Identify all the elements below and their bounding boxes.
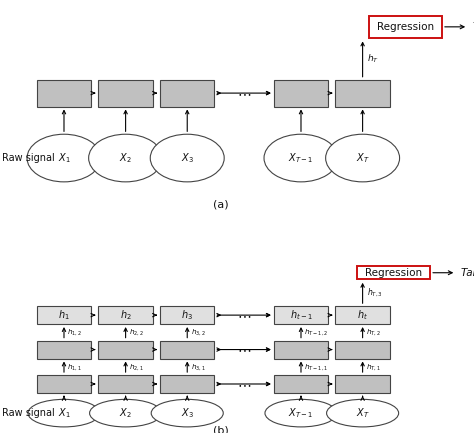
- Bar: [160, 340, 215, 359]
- Text: (b): (b): [212, 426, 228, 433]
- Text: $X_1$: $X_1$: [58, 406, 70, 420]
- Text: $h_3$: $h_3$: [181, 308, 193, 322]
- Text: Raw signal: Raw signal: [2, 153, 55, 163]
- Bar: [99, 340, 153, 359]
- Bar: [357, 266, 430, 279]
- Text: $X_T$: $X_T$: [356, 406, 369, 420]
- Ellipse shape: [326, 134, 400, 182]
- Text: $h_{T,2}$: $h_{T,2}$: [366, 327, 381, 337]
- Text: Target y: Target y: [461, 268, 474, 278]
- Text: $h_1$: $h_1$: [58, 308, 70, 322]
- Text: Target y: Target y: [473, 22, 474, 32]
- Bar: [37, 340, 91, 359]
- Bar: [336, 306, 390, 324]
- Text: $X_3$: $X_3$: [181, 406, 194, 420]
- Ellipse shape: [28, 399, 100, 427]
- Text: Raw signal: Raw signal: [2, 408, 55, 418]
- Bar: [160, 80, 215, 107]
- Bar: [99, 306, 153, 324]
- Text: $h_T$: $h_T$: [367, 52, 379, 65]
- Text: $h_{T,3}$: $h_{T,3}$: [367, 287, 383, 299]
- Text: $\cdots$: $\cdots$: [237, 308, 251, 322]
- Text: $\cdots$: $\cdots$: [237, 377, 251, 391]
- Text: $h_{2,2}$: $h_{2,2}$: [129, 327, 144, 337]
- Text: $h_t$: $h_t$: [357, 308, 368, 322]
- Bar: [160, 375, 215, 393]
- Ellipse shape: [327, 399, 399, 427]
- Text: $h_{3,2}$: $h_{3,2}$: [191, 327, 206, 337]
- Bar: [274, 375, 328, 393]
- Text: $X_1$: $X_1$: [58, 151, 70, 165]
- Text: $X_2$: $X_2$: [119, 151, 132, 165]
- Bar: [37, 375, 91, 393]
- Bar: [37, 306, 91, 324]
- Text: $h_{t-1}$: $h_{t-1}$: [290, 308, 312, 322]
- Bar: [369, 16, 442, 38]
- Ellipse shape: [264, 134, 338, 182]
- Ellipse shape: [27, 134, 101, 182]
- Ellipse shape: [151, 399, 223, 427]
- Text: $X_{T-1}$: $X_{T-1}$: [288, 151, 314, 165]
- Ellipse shape: [150, 134, 224, 182]
- Bar: [274, 80, 328, 107]
- Text: $h_{T-1,2}$: $h_{T-1,2}$: [304, 327, 328, 337]
- Text: $h_{T-1,1}$: $h_{T-1,1}$: [304, 362, 329, 372]
- Text: $X_2$: $X_2$: [119, 406, 132, 420]
- Text: $X_{T-1}$: $X_{T-1}$: [288, 406, 314, 420]
- Bar: [37, 80, 91, 107]
- Text: Regression: Regression: [365, 268, 422, 278]
- Text: $h_2$: $h_2$: [120, 308, 131, 322]
- Ellipse shape: [265, 399, 337, 427]
- Text: $\cdots$: $\cdots$: [237, 343, 251, 356]
- Text: (a): (a): [213, 199, 228, 210]
- Text: $X_3$: $X_3$: [181, 151, 194, 165]
- Bar: [336, 375, 390, 393]
- Text: $h_{T,1}$: $h_{T,1}$: [366, 362, 381, 372]
- Ellipse shape: [89, 134, 163, 182]
- Text: $h_{1,1}$: $h_{1,1}$: [67, 362, 82, 372]
- Bar: [336, 80, 390, 107]
- Bar: [274, 306, 328, 324]
- Text: Regression: Regression: [377, 22, 434, 32]
- Ellipse shape: [90, 399, 162, 427]
- Bar: [274, 340, 328, 359]
- Bar: [99, 375, 153, 393]
- Text: $X_T$: $X_T$: [356, 151, 369, 165]
- Bar: [160, 306, 215, 324]
- Text: $h_{2,1}$: $h_{2,1}$: [129, 362, 144, 372]
- Bar: [336, 340, 390, 359]
- Text: $h_{3,1}$: $h_{3,1}$: [191, 362, 206, 372]
- Bar: [99, 80, 153, 107]
- Text: $\cdots$: $\cdots$: [237, 86, 251, 100]
- Text: $h_{1,2}$: $h_{1,2}$: [67, 327, 82, 337]
